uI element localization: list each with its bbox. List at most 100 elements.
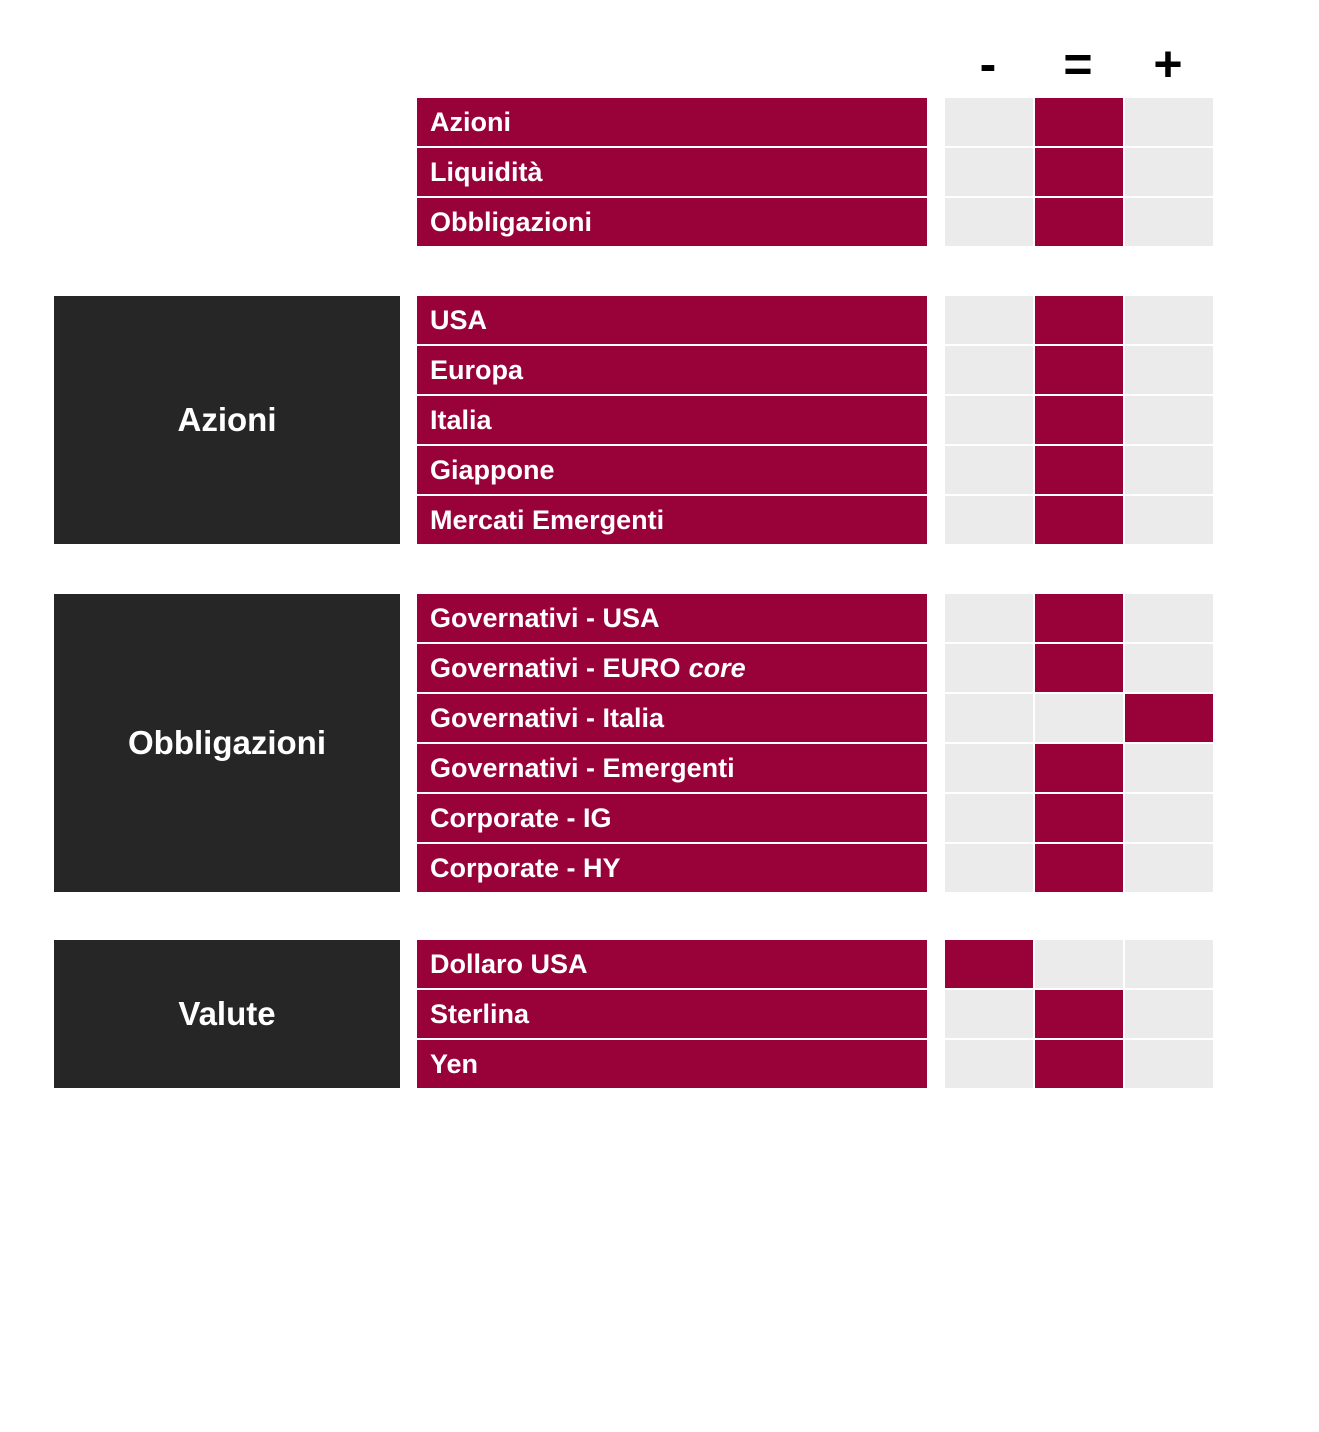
table-row: Corporate - HY xyxy=(417,844,1213,892)
view-cell-plus xyxy=(1125,594,1213,642)
row-label-bar: Giappone xyxy=(417,446,927,494)
table-row: Liquidità xyxy=(417,148,1213,196)
view-cell-minus xyxy=(945,744,1033,792)
view-cell-minus-active xyxy=(945,940,1033,988)
row-label-bar: Sterlina xyxy=(417,990,927,1038)
section-valute: Valute Dollaro USA Sterlina Yen xyxy=(54,940,1213,1088)
row-label-bar: Azioni xyxy=(417,98,927,146)
view-cell-equal-active xyxy=(1035,794,1123,842)
table-row: USA xyxy=(417,296,1213,344)
table-row: Governativi - Emergenti xyxy=(417,744,1213,792)
view-cell-equal-active xyxy=(1035,844,1123,892)
section-obbligazioni: Obbligazioni Governativi - USA Governativi… xyxy=(54,594,1213,892)
view-cell-equal-active xyxy=(1035,198,1123,246)
view-cell-minus xyxy=(945,644,1033,692)
view-cell-equal-active xyxy=(1035,594,1123,642)
view-cell-equal-active xyxy=(1035,496,1123,544)
view-cell-plus xyxy=(1125,744,1213,792)
category-box-obbligazioni: Obbligazioni xyxy=(54,594,400,892)
view-cells xyxy=(945,296,1213,344)
view-cell-minus xyxy=(945,98,1033,146)
view-cell-minus xyxy=(945,990,1033,1038)
view-cell-equal-active xyxy=(1035,1040,1123,1088)
view-cell-minus xyxy=(945,794,1033,842)
row-label-bar: Governativi - USA xyxy=(417,594,927,642)
row-label-text: Corporate - IG xyxy=(430,802,612,833)
table-row: Italia xyxy=(417,396,1213,444)
row-label-bar: Governativi - Italia xyxy=(417,694,927,742)
view-cell-equal-active xyxy=(1035,446,1123,494)
row-label-text: Azioni xyxy=(430,106,511,137)
view-cells xyxy=(945,1040,1213,1088)
view-cell-plus xyxy=(1125,644,1213,692)
rows-container: USA Europa Italia Giappone Mercati Emergenti xyxy=(417,296,1213,544)
view-cell-equal xyxy=(1035,694,1123,742)
view-cell-plus xyxy=(1125,990,1213,1038)
row-label-bar: Italia xyxy=(417,396,927,444)
view-cells xyxy=(945,744,1213,792)
view-cell-equal-active xyxy=(1035,396,1123,444)
table-row: Europa xyxy=(417,346,1213,394)
row-label-text: Yen xyxy=(430,1048,479,1079)
view-cell-plus xyxy=(1125,98,1213,146)
section-overview: Azioni Liquidità Obbligazioni xyxy=(54,98,1213,246)
row-label-text: Italia xyxy=(430,404,492,435)
row-label-bar: Yen xyxy=(417,1040,927,1088)
view-cells xyxy=(945,644,1213,692)
view-cells xyxy=(945,496,1213,544)
view-cells xyxy=(945,446,1213,494)
view-cell-plus xyxy=(1125,346,1213,394)
view-cell-plus xyxy=(1125,446,1213,494)
view-cell-plus xyxy=(1125,940,1213,988)
table-row: Giappone xyxy=(417,446,1213,494)
row-label-bar: Obbligazioni xyxy=(417,198,927,246)
view-cell-plus xyxy=(1125,794,1213,842)
view-cell-minus xyxy=(945,594,1033,642)
view-cell-minus xyxy=(945,198,1033,246)
category-box-valute: Valute xyxy=(54,940,400,1088)
table-row: Mercati Emergenti xyxy=(417,496,1213,544)
view-cell-equal-active xyxy=(1035,744,1123,792)
view-cell-equal-active xyxy=(1035,644,1123,692)
row-label-text: Corporate - HY xyxy=(430,852,621,883)
view-cell-minus xyxy=(945,1040,1033,1088)
category-box-azioni: Azioni xyxy=(54,296,400,544)
row-label-text: Mercati Emergenti xyxy=(430,504,665,535)
view-cells xyxy=(945,198,1213,246)
view-cell-minus xyxy=(945,446,1033,494)
table-row: Azioni xyxy=(417,98,1213,146)
table-row: Obbligazioni xyxy=(417,198,1213,246)
view-cell-plus xyxy=(1125,396,1213,444)
view-cells xyxy=(945,794,1213,842)
row-label-text: Obbligazioni xyxy=(430,206,592,237)
row-label-text: Dollaro USA xyxy=(430,948,588,979)
row-label-text: Governativi - Emergenti xyxy=(430,752,735,783)
row-label-bar: Mercati Emergenti xyxy=(417,496,927,544)
view-cells xyxy=(945,694,1213,742)
section-azioni: Azioni USA Europa Italia Giappone Mercati Eme… xyxy=(54,296,1213,544)
view-cell-plus xyxy=(1125,198,1213,246)
view-cell-equal xyxy=(1035,940,1123,988)
table-row: Yen xyxy=(417,1040,1213,1088)
view-cell-plus xyxy=(1125,1040,1213,1088)
view-cell-minus xyxy=(945,396,1033,444)
view-cell-plus xyxy=(1125,844,1213,892)
rows-container: Azioni Liquidità Obbligazioni xyxy=(417,98,1213,246)
view-cells xyxy=(945,396,1213,444)
view-scale-header: - = + xyxy=(944,36,1212,92)
row-label-text: Sterlina xyxy=(430,998,530,1029)
row-label-text: Liquidità xyxy=(430,156,543,187)
view-cells xyxy=(945,98,1213,146)
row-label-text: Governativi - Italia xyxy=(430,702,665,733)
view-cell-plus-active xyxy=(1125,694,1213,742)
view-cell-plus xyxy=(1125,496,1213,544)
view-cell-minus xyxy=(945,148,1033,196)
view-cells xyxy=(945,990,1213,1038)
row-label-italic-text: core xyxy=(688,652,746,683)
row-label-text: USA xyxy=(430,304,488,335)
rows-container: Governativi - USA Governativi - EURO core G… xyxy=(417,594,1213,892)
row-label-bar: Governativi - EURO core xyxy=(417,644,927,692)
view-cell-minus xyxy=(945,694,1033,742)
neutral-equal-symbol: = xyxy=(1063,36,1093,92)
row-label-text: Europa xyxy=(430,354,524,385)
